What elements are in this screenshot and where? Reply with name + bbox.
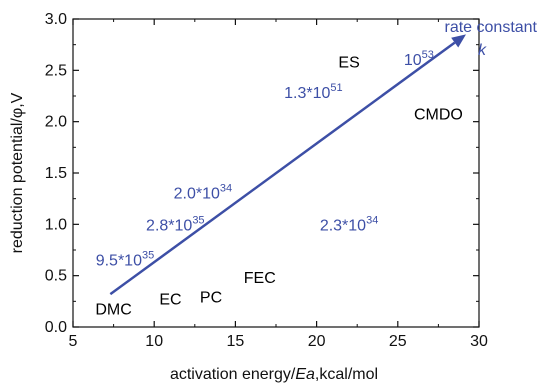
solvent-label-dmc: DMC bbox=[95, 302, 131, 319]
trend-arrow-line bbox=[109, 41, 456, 296]
y-tick-label: 1.5 bbox=[45, 165, 67, 182]
arrow-label-line-2: k bbox=[478, 42, 487, 59]
rate-annotation: 9.5*1035 bbox=[96, 249, 155, 269]
rate-exponent: 34 bbox=[366, 214, 378, 226]
x-tick-label: 25 bbox=[389, 333, 407, 350]
rate-annotation: 2.3*1034 bbox=[320, 214, 379, 234]
rate-exponent: 51 bbox=[330, 82, 342, 94]
rate-base: 1.3*10 bbox=[284, 85, 330, 102]
y-tick-label: 0.5 bbox=[45, 268, 67, 285]
x-tick-label: 5 bbox=[69, 333, 78, 350]
rate-exponent: 53 bbox=[422, 49, 434, 61]
y-tick-label: 2.5 bbox=[45, 62, 67, 79]
x-tick-label: 15 bbox=[227, 333, 245, 350]
x-axis-title: activation energy/Ea,kcal/mol bbox=[170, 366, 378, 383]
solvent-label-es: ES bbox=[338, 54, 359, 71]
y-tick-label: 3.0 bbox=[45, 11, 67, 28]
rate-base: 2.3*10 bbox=[320, 217, 366, 234]
solvent-labels: DMC EC PC FEC ES CMDO bbox=[95, 54, 462, 318]
x-tick-label: 20 bbox=[308, 333, 326, 350]
y-tick-label: 0.0 bbox=[45, 319, 67, 336]
y-tick-label: 1.0 bbox=[45, 216, 67, 233]
rate-constant-annotations: 9.5*10352.8*10352.0*10342.3*10341.3*1051… bbox=[96, 49, 434, 269]
rate-base: 2.8*10 bbox=[146, 217, 192, 234]
rate-exponent: 34 bbox=[220, 183, 232, 195]
y-axis-title: reduction potential/φ,V bbox=[9, 92, 26, 253]
rate-annotation: 2.8*1035 bbox=[146, 214, 205, 234]
rate-annotation: 1.3*1051 bbox=[284, 82, 343, 102]
trend-arrow-head bbox=[451, 34, 467, 48]
x-tick-label: 30 bbox=[470, 333, 488, 350]
rate-base: 9.5*10 bbox=[96, 252, 142, 269]
rate-exponent: 35 bbox=[192, 214, 204, 226]
rate-annotation: 2.0*1034 bbox=[174, 183, 233, 203]
x-axis-ticks: 5 10 15 20 25 30 bbox=[69, 19, 488, 350]
rate-annotation: 1053 bbox=[404, 49, 434, 69]
solvent-label-fec: FEC bbox=[244, 270, 276, 287]
y-tick-label: 2.0 bbox=[45, 114, 67, 131]
solvent-label-ec: EC bbox=[159, 291, 181, 308]
solvent-label-pc: PC bbox=[200, 289, 222, 306]
x-tick-label: 10 bbox=[145, 333, 163, 350]
rate-base: 10 bbox=[404, 52, 422, 69]
arrow-label-line-1: rate constant bbox=[445, 19, 538, 36]
rate-exponent: 35 bbox=[142, 249, 154, 261]
solvent-label-cmdo: CMDO bbox=[414, 107, 463, 124]
rate-base: 2.0*10 bbox=[174, 186, 220, 203]
trend-arrow-group bbox=[109, 34, 467, 296]
y-axis-ticks: 0.0 0.5 1.0 1.5 2.0 2.5 3.0 bbox=[45, 11, 479, 336]
